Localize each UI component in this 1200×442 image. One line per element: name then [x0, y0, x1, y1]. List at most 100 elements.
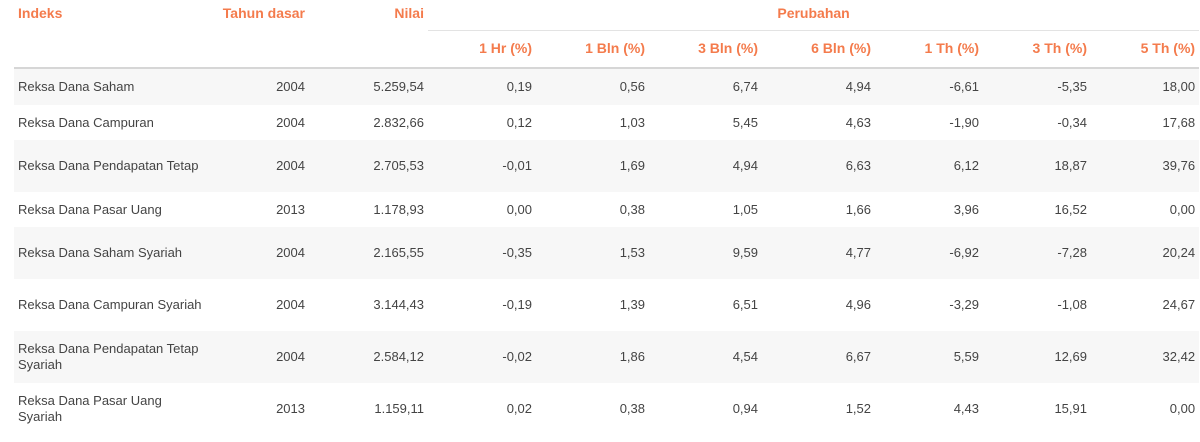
header-perubahan: Perubahan: [777, 5, 850, 21]
row-change: 5,59: [875, 331, 983, 383]
row-change: -0,34: [983, 105, 1091, 140]
row-change: 6,51: [649, 279, 762, 331]
row-name: Reksa Dana Campuran: [14, 105, 209, 140]
table-body: Reksa Dana Saham 2004 5.259,54 0,19 0,56…: [14, 68, 1200, 435]
row-change: 6,12: [875, 140, 983, 192]
row-value: 2.165,55: [309, 227, 428, 279]
header-row-main: Indeks Tahun dasar Nilai Perubahan: [14, 0, 1199, 30]
row-change: 12,69: [983, 331, 1091, 383]
table-row: Reksa Dana Saham 2004 5.259,54 0,19 0,56…: [14, 68, 1200, 105]
row-change: -0,01: [428, 140, 536, 192]
row-change: 17,68: [1091, 105, 1200, 140]
row-year: 2004: [209, 105, 309, 140]
table-row: Reksa Dana Campuran 2004 2.832,66 0,12 1…: [14, 105, 1200, 140]
row-change: 0,38: [536, 383, 649, 435]
table-row: Reksa Dana Pasar Uang Syariah 2013 1.159…: [14, 383, 1200, 435]
header-period: 3 Th (%): [983, 29, 1091, 69]
header-period: 1 Th (%): [875, 29, 983, 69]
mutual-fund-index-table: Indeks Tahun dasar Nilai Perubahan 1 Hr …: [14, 0, 1200, 435]
header-period: 5 Th (%): [1091, 29, 1200, 69]
row-year: 2013: [209, 192, 309, 227]
row-change: 4,77: [762, 227, 875, 279]
row-change: 1,05: [649, 192, 762, 227]
row-change: 32,42: [1091, 331, 1200, 383]
row-change: 6,67: [762, 331, 875, 383]
row-change: 1,69: [536, 140, 649, 192]
row-change: 0,00: [1091, 383, 1200, 435]
row-change: 4,94: [762, 68, 875, 105]
header-blank-indeks: [14, 30, 209, 69]
row-change: 18,87: [983, 140, 1091, 192]
row-value: 2.832,66: [309, 105, 428, 140]
row-change: 16,52: [983, 192, 1091, 227]
row-change: 4,94: [649, 140, 762, 192]
row-name: Reksa Dana Campuran Syariah: [14, 279, 209, 331]
row-change: 0,02: [428, 383, 536, 435]
row-change: -0,35: [428, 227, 536, 279]
row-change: -1,90: [875, 105, 983, 140]
row-change: 0,94: [649, 383, 762, 435]
row-change: 4,54: [649, 331, 762, 383]
row-value: 5.259,54: [309, 68, 428, 105]
row-change: 0,38: [536, 192, 649, 227]
row-change: 6,74: [649, 68, 762, 105]
header-blank-tahun: [209, 30, 309, 69]
row-change: 1,86: [536, 331, 649, 383]
header-blank-nilai: [309, 30, 428, 69]
header-nilai: Nilai: [394, 5, 424, 21]
row-change: 4,96: [762, 279, 875, 331]
row-change: 15,91: [983, 383, 1091, 435]
row-change: 20,24: [1091, 227, 1200, 279]
header-period: 6 Bln (%): [762, 29, 875, 69]
header-row-periods: 1 Hr (%) 1 Bln (%) 3 Bln (%) 6 Bln (%) 1…: [14, 29, 1200, 69]
row-value: 3.144,43: [309, 279, 428, 331]
table-row: Reksa Dana Pendapatan Tetap Syariah 2004…: [14, 331, 1200, 383]
row-change: -6,61: [875, 68, 983, 105]
row-change: -3,29: [875, 279, 983, 331]
row-change: 0,19: [428, 68, 536, 105]
table-row: Reksa Dana Pendapatan Tetap 2004 2.705,5…: [14, 140, 1200, 192]
row-value: 1.178,93: [309, 192, 428, 227]
row-change: -0,02: [428, 331, 536, 383]
header-tahun-dasar: Tahun dasar: [222, 5, 305, 21]
table-row: Reksa Dana Saham Syariah 2004 2.165,55 -…: [14, 227, 1200, 279]
row-change: 0,00: [1091, 192, 1200, 227]
row-value: 1.159,11: [309, 383, 428, 435]
row-change: -7,28: [983, 227, 1091, 279]
row-name: Reksa Dana Pasar Uang: [14, 192, 209, 227]
row-change: -1,08: [983, 279, 1091, 331]
row-name: Reksa Dana Pasar Uang Syariah: [14, 383, 209, 435]
row-year: 2004: [209, 140, 309, 192]
row-value: 2.584,12: [309, 331, 428, 383]
row-name: Reksa Dana Saham: [14, 68, 209, 105]
row-change: -0,19: [428, 279, 536, 331]
header-period: 3 Bln (%): [649, 29, 762, 69]
table-row: Reksa Dana Pasar Uang 2013 1.178,93 0,00…: [14, 192, 1200, 227]
row-change: 9,59: [649, 227, 762, 279]
row-change: 18,00: [1091, 68, 1200, 105]
row-change: 0,00: [428, 192, 536, 227]
row-change: 3,96: [875, 192, 983, 227]
row-change: 1,52: [762, 383, 875, 435]
row-year: 2004: [209, 331, 309, 383]
table-row: Reksa Dana Campuran Syariah 2004 3.144,4…: [14, 279, 1200, 331]
row-name: Reksa Dana Pendapatan Tetap Syariah: [14, 331, 209, 383]
row-change: 4,63: [762, 105, 875, 140]
row-change: 1,66: [762, 192, 875, 227]
header-period: 1 Bln (%): [536, 29, 649, 69]
row-year: 2004: [209, 227, 309, 279]
row-change: 1,53: [536, 227, 649, 279]
row-change: 4,43: [875, 383, 983, 435]
row-name: Reksa Dana Pendapatan Tetap: [14, 140, 209, 192]
row-year: 2004: [209, 68, 309, 105]
row-change: -6,92: [875, 227, 983, 279]
row-change: 5,45: [649, 105, 762, 140]
row-year: 2004: [209, 279, 309, 331]
row-year: 2013: [209, 383, 309, 435]
row-change: 1,03: [536, 105, 649, 140]
row-change: 0,12: [428, 105, 536, 140]
header-indeks: Indeks: [18, 5, 63, 21]
row-change: 6,63: [762, 140, 875, 192]
row-change: 39,76: [1091, 140, 1200, 192]
